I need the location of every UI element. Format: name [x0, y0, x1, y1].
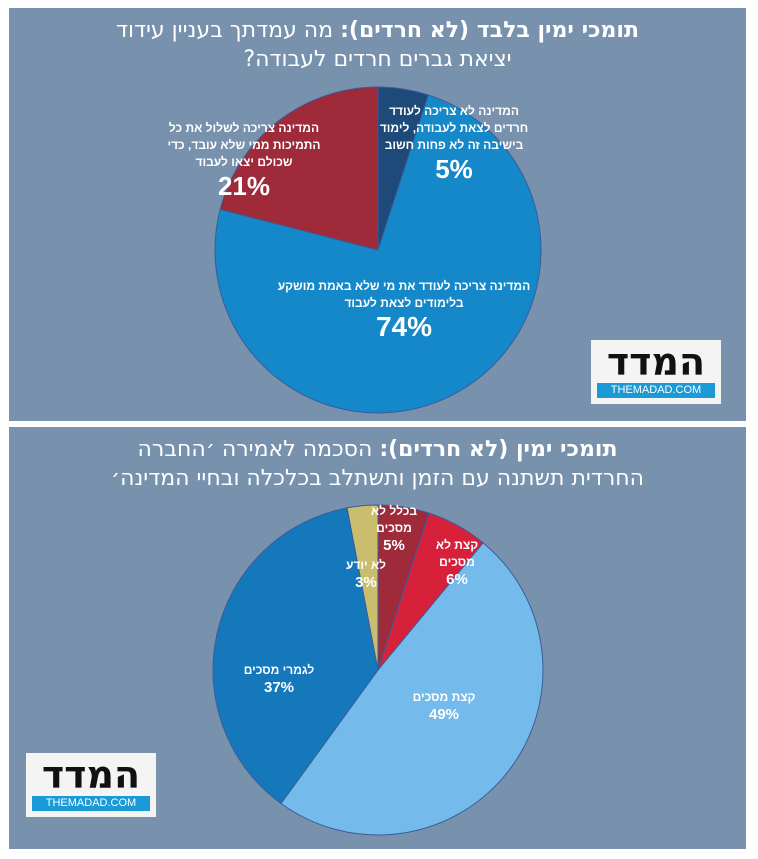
slice-label: בכלל לא מסכים 5%: [370, 504, 418, 554]
slice-label: לא יודע 3%: [345, 558, 387, 591]
title-bold: תומכי ימין בלבד (לא חרדים):: [340, 18, 640, 43]
themadad-logo: המדד THEMADAD.COM: [26, 753, 156, 817]
pie-slice-1: [214, 94, 542, 414]
title-rest: מה עמדתך בעניין עידוד: [115, 18, 341, 43]
title-bold: תומכי ימין (לא חרדים):: [379, 437, 618, 462]
slice-label: לגמרי מסכים 37%: [243, 663, 315, 696]
chart-panel-2: תומכי ימין (לא חרדים): הסכמה לאמירה ׳החב…: [9, 427, 746, 849]
title-line2: החרדית תשתנה עם הזמן ותשתלב בכלכלה ובחיי…: [110, 466, 645, 491]
pie-chart-1: [214, 86, 542, 414]
pie-slice-4: [346, 504, 379, 671]
pie-slice-3: [212, 507, 379, 805]
chart-panel-1: תומכי ימין בלבד (לא חרדים): מה עמדתך בענ…: [9, 8, 746, 421]
title-line2: יציאת גברים חרדים לעבודה?: [243, 47, 512, 72]
pie-chart-2: [212, 504, 544, 836]
slice-label: המדינה לא צריכה לעודד חרדים לצאת לעבודה,…: [379, 104, 529, 184]
slice-label: המדינה צריכה לשלול את כל התמיכות ממי שלא…: [167, 121, 321, 201]
slice-label: המדינה צריכה לעודד את מי שלא באמת מושקע …: [277, 279, 531, 342]
pie-slice-2: [280, 542, 544, 836]
themadad-logo: המדד THEMADAD.COM: [591, 340, 721, 404]
slice-label: קצת מסכים 49%: [412, 690, 476, 723]
chart-title-2: תומכי ימין (לא חרדים): הסכמה לאמירה ׳החב…: [9, 435, 746, 493]
title-rest: הסכמה לאמירה ׳החברה: [137, 437, 380, 462]
pie-slice-2: [219, 86, 379, 251]
slice-label: קצת לא מסכים 6%: [435, 538, 479, 588]
chart-title-1: תומכי ימין בלבד (לא חרדים): מה עמדתך בענ…: [9, 16, 746, 74]
